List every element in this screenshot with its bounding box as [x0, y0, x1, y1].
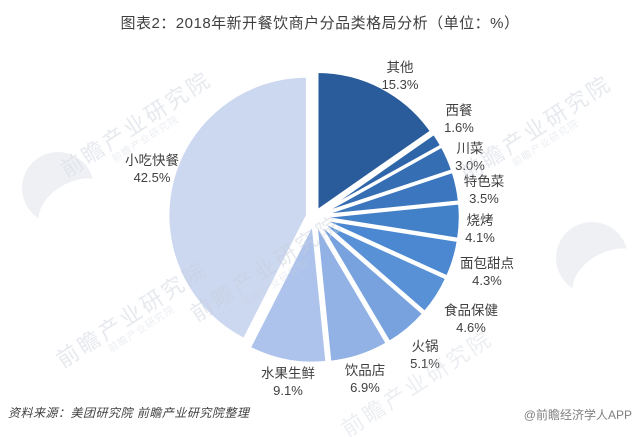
pie-slice-川菜 [319, 145, 454, 216]
slice-label-火锅: 火锅 [412, 339, 439, 354]
slice-label-西餐: 西餐 [446, 103, 473, 118]
slice-label-水果生鲜: 水果生鲜 [261, 366, 315, 381]
slice-value-西餐: 1.6% [444, 120, 474, 135]
slice-label-特色菜: 特色菜 [464, 173, 505, 189]
slice-label-饮品店: 饮品店 [345, 363, 386, 378]
slice-value-川菜: 3.0% [455, 158, 485, 173]
slice-label-其他: 其他 [387, 60, 414, 75]
slice-value-火锅: 5.1% [410, 356, 440, 371]
slice-label-烧烤: 烧烤 [467, 213, 494, 228]
slice-value-特色菜: 3.5% [469, 191, 499, 206]
pie-slice-小吃快餐 [166, 75, 309, 341]
slice-label-小吃快餐: 小吃快餐 [125, 153, 179, 168]
pie-slice-其他 [315, 70, 433, 213]
source-note: 资料来源：美团研究院 前瞻产业研究院整理 [8, 406, 250, 420]
pie-slice-食品保健 [318, 219, 448, 314]
slice-value-饮品店: 6.9% [350, 380, 380, 395]
pie-slice-火锅 [317, 221, 425, 344]
pie-slice-面包甜点 [319, 217, 460, 278]
pie-slice-水果生鲜 [248, 222, 328, 365]
slice-value-食品保健: 4.6% [456, 320, 486, 335]
slice-value-面包甜点: 4.3% [472, 273, 502, 288]
pie-slice-饮品店 [314, 222, 389, 364]
pie-slice-特色菜 [319, 170, 461, 217]
slice-value-其他: 15.3% [382, 77, 419, 92]
slice-value-水果生鲜: 9.1% [273, 383, 303, 398]
slice-label-面包甜点: 面包甜点 [460, 256, 514, 271]
credit-text: @前瞻经济学人APP [523, 408, 632, 422]
slice-label-食品保健: 食品保健 [444, 302, 498, 318]
pie-slice-烧烤 [319, 202, 462, 241]
slice-value-小吃快餐: 42.5% [134, 170, 171, 185]
chart-title: 图表2：2018年新开餐饮商户分品类格局分析（单位：%） [120, 15, 520, 32]
slice-value-烧烤: 4.1% [465, 230, 495, 245]
slice-label-川菜: 川菜 [457, 141, 484, 156]
